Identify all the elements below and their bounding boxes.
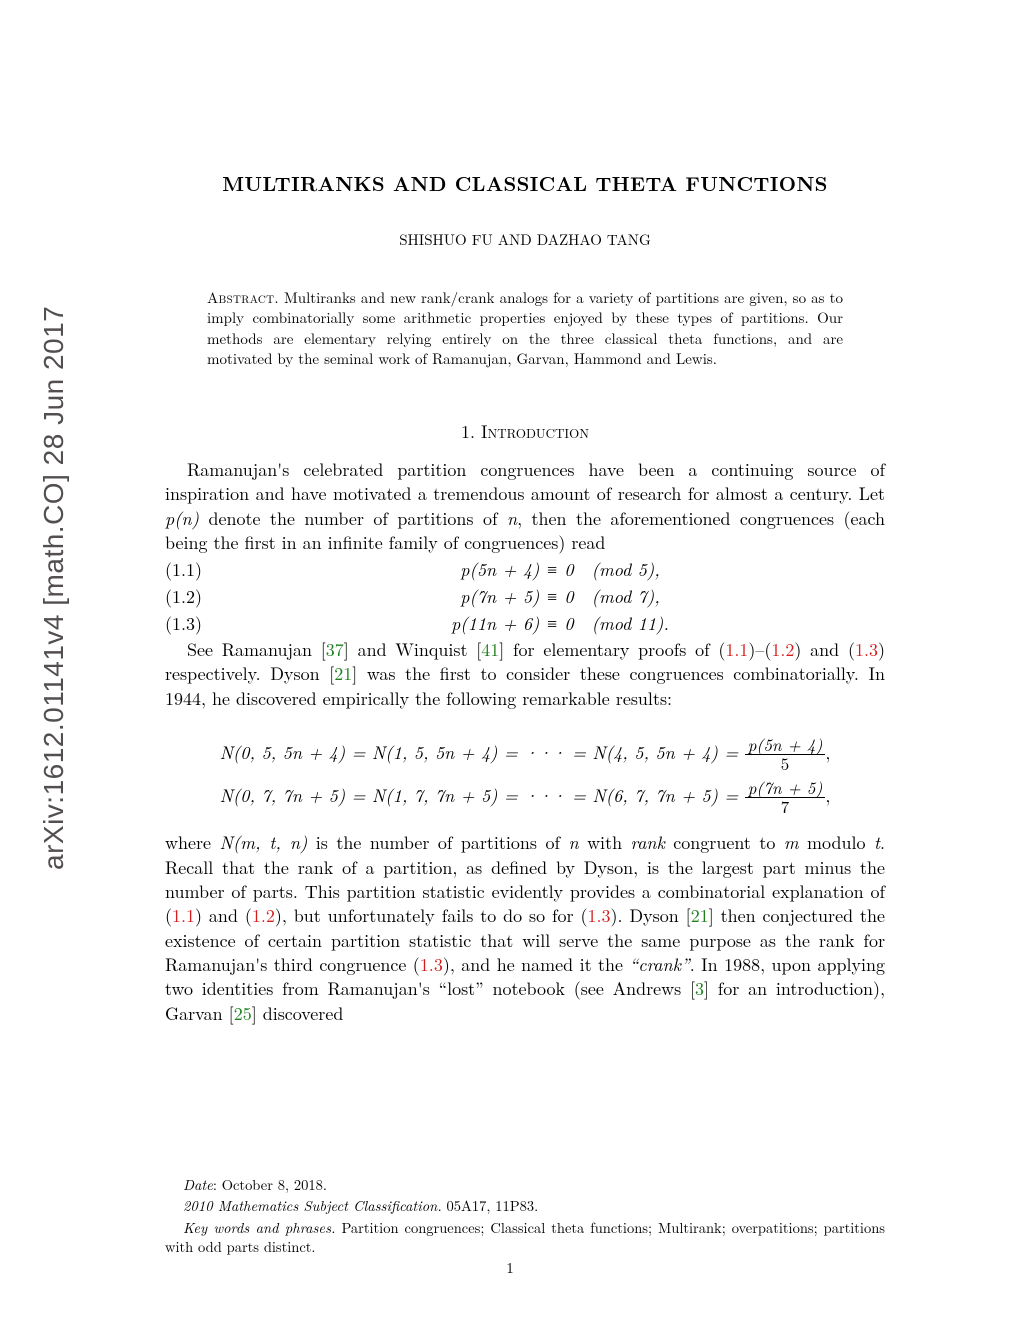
paper-title: MULTIRANKS AND CLASSICAL THETA FUNCTIONS — [165, 168, 885, 197]
arxiv-stamp: arXiv:1612.01141v4 [math.CO] 28 Jun 2017 — [38, 306, 70, 870]
text: ] for elementary proofs of ( — [499, 637, 725, 662]
text: ). Dyson [ — [611, 903, 691, 928]
ref-1-2[interactable]: 1.2 — [771, 637, 794, 662]
footnote-keywords: Key words and phrases. Partition congrue… — [165, 1219, 885, 1258]
equation-body: p(7n + 5) ≡ 0 (mod 7), — [235, 584, 885, 609]
text: ), but unfortunately fails to do so for … — [275, 903, 588, 928]
section-heading: 1. Introduction — [165, 419, 885, 444]
paragraph-2: See Ramanujan [37] and Winquist [41] for… — [165, 638, 885, 711]
ref-1-2[interactable]: 1.2 — [252, 903, 275, 928]
text: is the number of partitions of — [307, 830, 568, 855]
citation-25[interactable]: 25 — [234, 1001, 252, 1026]
fraction: p(7n + 5)7 — [745, 779, 826, 816]
footnote-date: Date: October 8, 2018. — [165, 1176, 885, 1196]
citation-3[interactable]: 3 — [695, 976, 704, 1001]
math-line-1: N(0, 5, 5n + 4) = N(1, 5, 5n + 4) = ··· … — [220, 740, 745, 765]
abstract: Abstract. Multiranks and new rank/crank … — [207, 288, 843, 369]
date-label: Date — [183, 1175, 213, 1195]
text: ] and Winquist [ — [344, 637, 481, 662]
citation-21[interactable]: 21 — [334, 661, 352, 686]
text: )–( — [748, 637, 771, 662]
equation-body: p(11n + 6) ≡ 0 (mod 11). — [235, 611, 885, 636]
text: ] discovered — [252, 1001, 344, 1026]
term-rank: rank — [631, 830, 665, 855]
equation-number: (1.1) — [165, 557, 235, 582]
text: modulo — [799, 830, 874, 855]
text: , — [825, 783, 830, 808]
equation-1-2: (1.2) p(7n + 5) ≡ 0 (mod 7), — [165, 584, 885, 609]
date-text: : October 8, 2018. — [213, 1175, 327, 1195]
paragraph-1: Ramanujan's celebrated partition congrue… — [165, 458, 885, 555]
math-line-2: N(0, 7, 7n + 5) = N(1, 7, 7n + 5) = ··· … — [220, 783, 745, 808]
text: Ramanujan's celebrated partition congrue… — [165, 457, 885, 506]
math-inline: N(m, t, n) — [220, 830, 308, 855]
abstract-label: Abstract. — [207, 287, 279, 308]
denominator: 5 — [745, 755, 826, 773]
kw-label: Key words and phrases. — [183, 1218, 335, 1238]
math-inline: n — [507, 506, 517, 531]
text: with — [579, 830, 631, 855]
page-number: 1 — [0, 1257, 1020, 1278]
text: denote the number of partitions of — [199, 506, 507, 531]
ref-1-3[interactable]: 1.3 — [588, 903, 611, 928]
text: See Ramanujan [ — [187, 637, 326, 662]
equation-1-3: (1.3) p(11n + 6) ≡ 0 (mod 11). — [165, 611, 885, 636]
ref-1-1[interactable]: 1.1 — [172, 903, 195, 928]
abstract-text: Multiranks and new rank/crank analogs fo… — [207, 287, 843, 369]
equation-number: (1.2) — [165, 584, 235, 609]
text: , — [825, 740, 830, 765]
display-math: N(0, 5, 5n + 4) = N(1, 5, 5n + 4) = ··· … — [165, 731, 885, 817]
math-inline: n — [568, 830, 578, 855]
msc-label: 2010 Mathematics Subject Classification. — [183, 1196, 442, 1216]
section-number: 1. — [461, 419, 475, 444]
text: where — [165, 830, 220, 855]
text: ) and ( — [794, 637, 855, 662]
paragraph-3: where N(m, t, n) is the number of partit… — [165, 831, 885, 1025]
fraction: p(5n + 4)5 — [745, 736, 826, 773]
footnote-msc: 2010 Mathematics Subject Classification.… — [165, 1197, 885, 1217]
page-content: MULTIRANKS AND CLASSICAL THETA FUNCTIONS… — [165, 168, 885, 1028]
ref-1-3[interactable]: 1.3 — [420, 952, 443, 977]
equation-1-1: (1.1) p(5n + 4) ≡ 0 (mod 5), — [165, 557, 885, 582]
footnotes: Date: October 8, 2018. 2010 Mathematics … — [165, 1176, 885, 1260]
equation-number: (1.3) — [165, 611, 235, 636]
text: ) and ( — [195, 903, 252, 928]
text: congruent to — [665, 830, 784, 855]
citation-41[interactable]: 41 — [481, 637, 499, 662]
term-crank: “crank” — [629, 952, 689, 977]
ref-1-1[interactable]: 1.1 — [725, 637, 748, 662]
text: ), and he named it the — [443, 952, 630, 977]
denominator: 7 — [745, 798, 826, 816]
citation-21[interactable]: 21 — [691, 903, 709, 928]
msc-text: 05A17, 11P83. — [442, 1196, 538, 1216]
section-title: Introduction — [475, 419, 589, 444]
ref-1-3[interactable]: 1.3 — [855, 637, 878, 662]
paper-authors: SHISHUO FU AND DAZHAO TANG — [165, 229, 885, 250]
math-inline: p(n) — [165, 506, 199, 531]
equation-body: p(5n + 4) ≡ 0 (mod 5), — [235, 557, 885, 582]
citation-37[interactable]: 37 — [326, 637, 344, 662]
math-inline: m — [784, 830, 799, 855]
